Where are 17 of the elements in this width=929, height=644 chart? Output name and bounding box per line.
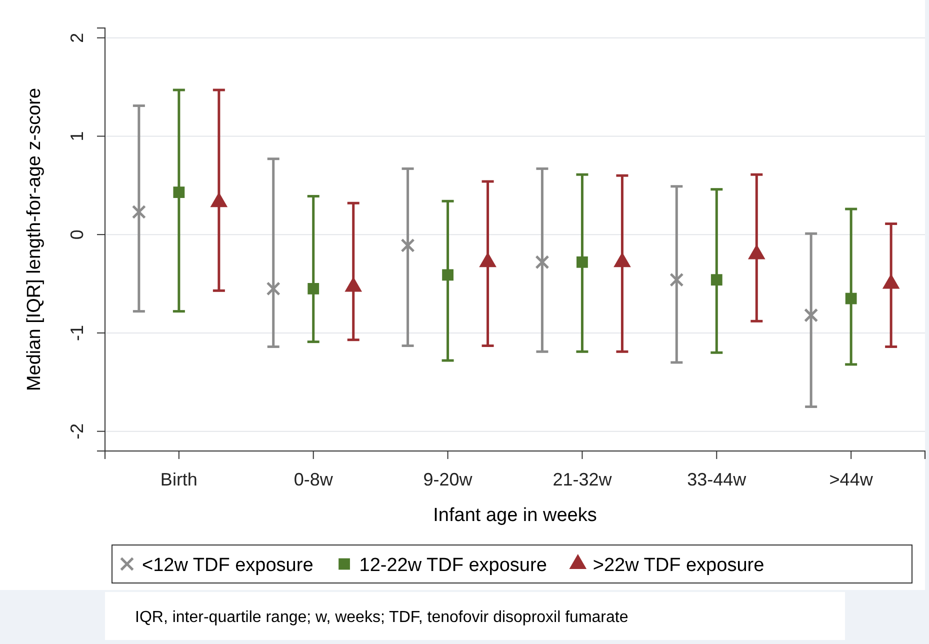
x-tick-label: 21-32w — [552, 469, 613, 490]
x-axis-title: Infant age in weeks — [433, 505, 597, 526]
x-tick-label: Birth — [160, 469, 198, 490]
x-tick-label: >44w — [829, 469, 874, 490]
y-tick-label: 0 — [67, 230, 87, 240]
y-axis-title: Median [IQR] length-for-age z-score — [24, 88, 45, 392]
y-tick-label: -2 — [67, 423, 87, 440]
legend-label: >22w TDF exposure — [592, 555, 764, 576]
y-tick-label: 2 — [67, 32, 87, 43]
y-tick-label: -1 — [67, 324, 87, 341]
x-tick-label: 9-20w — [423, 469, 474, 490]
x-tick-label: 0-8w — [294, 469, 334, 490]
x-tick-label: 33-44w — [687, 469, 748, 490]
text: IQR, inter-quartile range; w, weeks; TDF, tenofovir disoproxil fumarate — [135, 609, 628, 626]
y-tick-label: 1 — [67, 131, 87, 142]
legend-label: <12w TDF exposure — [142, 555, 314, 576]
legend-label: 12-22w TDF exposure — [359, 555, 547, 576]
